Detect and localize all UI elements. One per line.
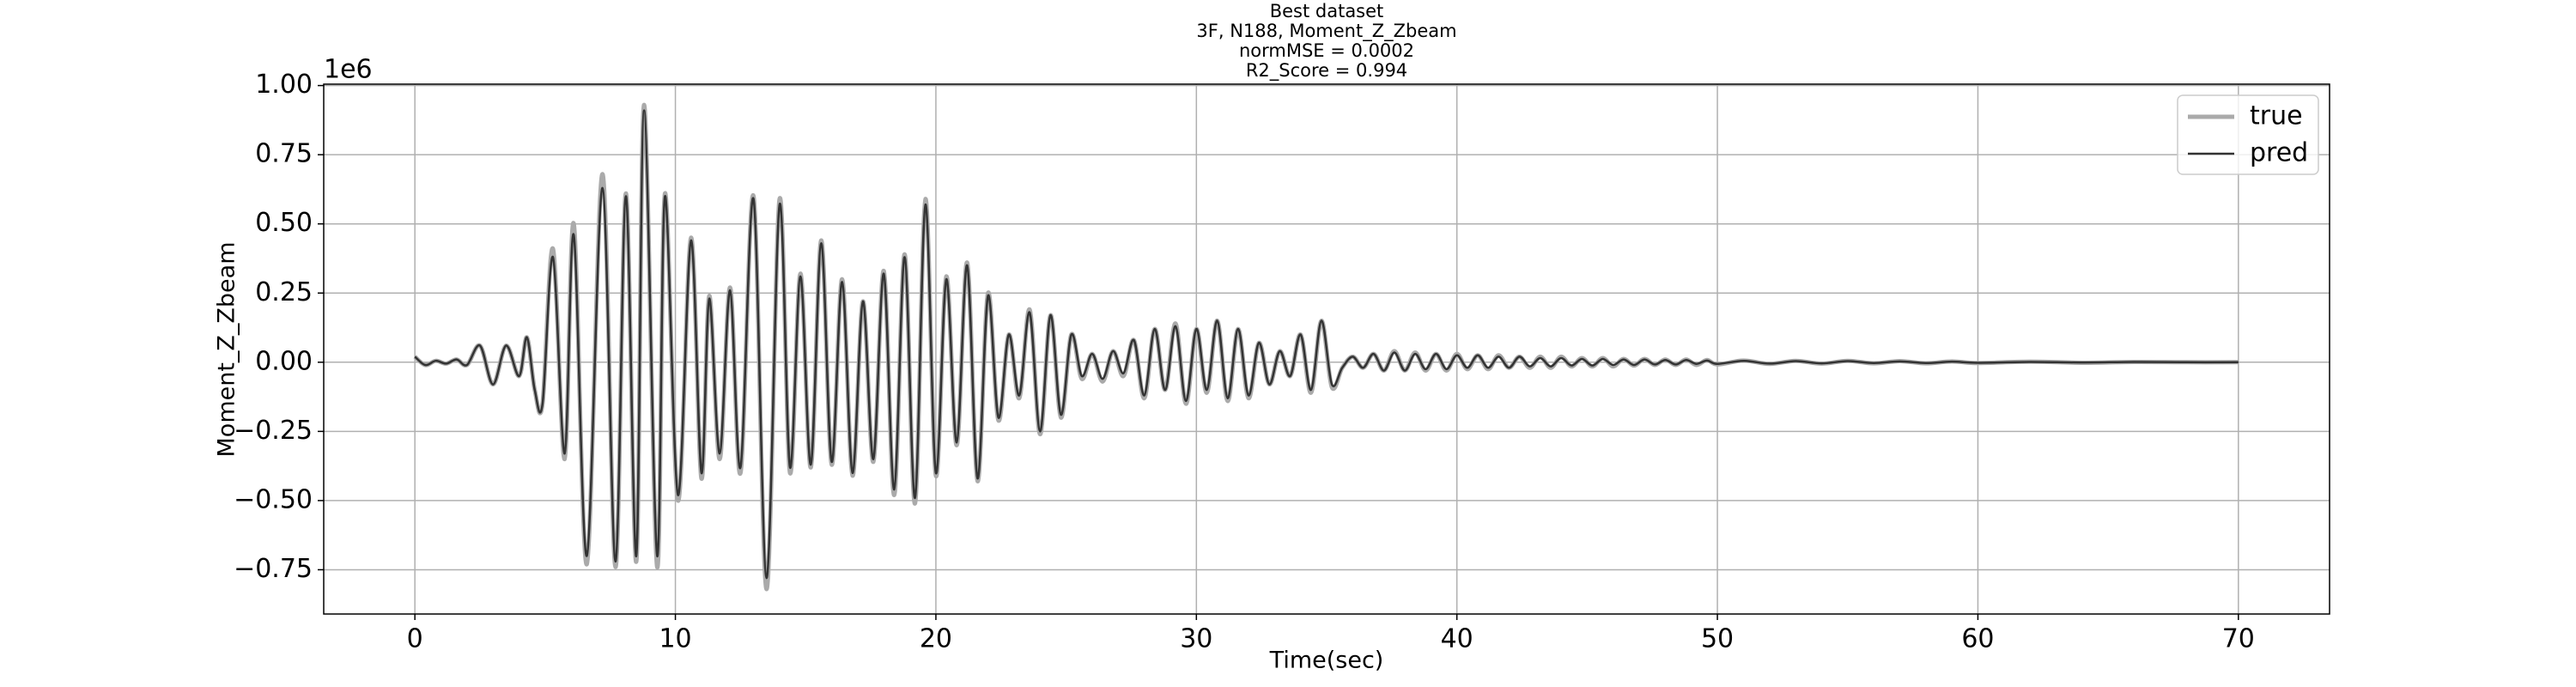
y-tick-label: 0.50	[255, 208, 313, 238]
axes-frame	[323, 83, 2330, 615]
x-axis-label: Time(sec)	[1269, 647, 1384, 674]
y-tick-label: −0.25	[234, 416, 313, 446]
y-offset-label: 1e6	[324, 55, 373, 85]
x-tick-label: 0	[407, 624, 423, 654]
x-tick-label: 30	[1180, 624, 1212, 654]
legend-label: true	[2250, 101, 2303, 131]
x-tick-label: 40	[1441, 624, 1473, 654]
title-line: R2_Score = 0.994	[1246, 60, 1407, 82]
y-tick-label: 1.00	[255, 70, 313, 100]
title-line: Best dataset	[1270, 1, 1384, 21]
y-tick-label: 0.25	[255, 277, 313, 307]
x-tick-label: 50	[1701, 624, 1734, 654]
x-tick-label: 60	[1961, 624, 1994, 654]
series-line	[414, 109, 2239, 580]
y-tick-label: 0.00	[255, 346, 313, 376]
y-tick-label: 0.75	[255, 139, 313, 169]
title-line: normMSE = 0.0002	[1239, 40, 1414, 61]
x-tick-label: 20	[920, 624, 952, 654]
x-tick-label: 70	[2222, 624, 2255, 654]
title-line: 3F, N188, Moment_Z_Zbeam	[1196, 21, 1456, 42]
legend-label: pred	[2250, 138, 2308, 168]
y-axis-label: Moment_Z_Zbeam	[214, 241, 240, 457]
y-tick-label: −0.50	[234, 484, 313, 514]
y-tick-label: −0.75	[234, 554, 313, 584]
x-tick-label: 10	[659, 624, 691, 654]
